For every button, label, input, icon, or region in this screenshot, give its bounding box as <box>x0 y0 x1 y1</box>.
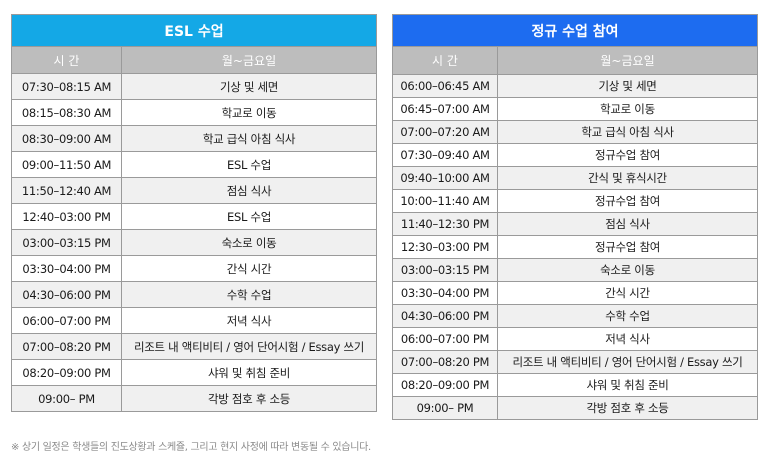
regular-table-row: 07:00–07:20 AM 학교 급식 아침 식사 <box>392 120 758 144</box>
esl-column-header-row: 시 간 월~금요일 <box>11 46 378 74</box>
esl-activity-cell: 리조트 내 액티비티 / 영어 단어시험 / Essay 쓰기 <box>120 333 378 360</box>
regular-activity-cell: 학교로 이동 <box>497 97 758 121</box>
esl-time-cell: 08:30–09:00 AM <box>11 125 122 152</box>
regular-activity-cell: 숙소로 이동 <box>497 258 758 282</box>
esl-time-cell: 04:30–06:00 PM <box>11 281 122 308</box>
regular-table-row: 12:30–03:00 PM 정규수업 참여 <box>392 235 758 259</box>
esl-time-cell: 12:40–03:00 PM <box>11 203 122 230</box>
esl-activity-cell: 학교 급식 아침 식사 <box>120 125 378 152</box>
regular-time-cell: 08:20–09:00 PM <box>392 373 498 397</box>
esl-time-cell: 08:20–09:00 PM <box>11 359 122 386</box>
esl-table-row: 07:30–08:15 AM 기상 및 세면 <box>11 73 378 100</box>
regular-activity-cell: 정규수업 참여 <box>497 235 758 259</box>
esl-time-cell: 07:00–08:20 PM <box>11 333 122 360</box>
esl-table-row: 09:00– PM 각방 점호 후 소등 <box>11 385 378 412</box>
esl-time-cell: 09:00– PM <box>11 385 122 412</box>
esl-table-title: ESL 수업 <box>10 14 378 47</box>
esl-activity-cell: 각방 점호 후 소등 <box>120 385 378 412</box>
regular-activity-cell: 간식 및 휴식시간 <box>497 166 758 190</box>
regular-table-row: 03:30–04:00 PM 간식 시간 <box>392 281 758 305</box>
regular-time-cell: 06:45–07:00 AM <box>392 97 498 121</box>
schedule-footnote: ※ 상기 일정은 학생들의 진도상황과 스케쥴, 그리고 현지 사정에 따라 변… <box>11 442 371 453</box>
regular-table-body: 정규 수업 참여 시 간 월~금요일 06:00–06:45 AM 기상 및 세면… <box>392 14 758 420</box>
esl-table-row: 08:20–09:00 PM 샤워 및 취침 준비 <box>11 359 378 386</box>
regular-time-cell: 04:30–06:00 PM <box>392 304 498 328</box>
esl-time-cell: 03:00–03:15 PM <box>11 229 122 256</box>
regular-time-cell: 09:00– PM <box>392 396 498 420</box>
regular-activity-cell: 점심 식사 <box>497 212 758 236</box>
regular-activity-cell: 수학 수업 <box>497 304 758 328</box>
esl-activity-cell: 숙소로 이동 <box>120 229 378 256</box>
regular-time-cell: 03:30–04:00 PM <box>392 281 498 305</box>
regular-time-cell: 10:00–11:40 AM <box>392 189 498 213</box>
regular-activity-cell: 샤워 및 취침 준비 <box>497 373 758 397</box>
regular-time-cell: 07:00–08:20 PM <box>392 350 498 374</box>
regular-table-row: 06:45–07:00 AM 학교로 이동 <box>392 97 758 121</box>
esl-table-row: 12:40–03:00 PM ESL 수업 <box>11 203 378 230</box>
esl-time-cell: 09:00–11:50 AM <box>11 151 122 178</box>
regular-time-cell: 06:00–06:45 AM <box>392 74 498 98</box>
regular-table-row: 09:00– PM 각방 점호 후 소등 <box>392 396 758 420</box>
regular-table-row: 07:30–09:40 AM 정규수업 참여 <box>392 143 758 167</box>
regular-table-row: 08:20–09:00 PM 샤워 및 취침 준비 <box>392 373 758 397</box>
regular-time-cell: 07:30–09:40 AM <box>392 143 498 167</box>
esl-table-body: ESL 수업 시 간 월~금요일 07:30–08:15 AM 기상 및 세면 08… <box>10 14 378 412</box>
regular-table-row: 10:00–11:40 AM 정규수업 참여 <box>392 189 758 213</box>
esl-table-row: 04:30–06:00 PM 수학 수업 <box>11 281 378 308</box>
regular-activity-cell: 리조트 내 액티비티 / 영어 단어시험 / Essay 쓰기 <box>497 350 758 374</box>
esl-table-row: 03:00–03:15 PM 숙소로 이동 <box>11 229 378 256</box>
esl-table-row: 09:00–11:50 AM ESL 수업 <box>11 151 378 178</box>
esl-time-cell: 06:00–07:00 PM <box>11 307 122 334</box>
esl-table-row: 06:00–07:00 PM 저녁 식사 <box>11 307 378 334</box>
esl-activity-cell: 점심 식사 <box>120 177 378 204</box>
regular-activity-cell: 학교 급식 아침 식사 <box>497 120 758 144</box>
esl-time-cell: 07:30–08:15 AM <box>11 73 122 100</box>
regular-col-days-header: 월~금요일 <box>497 46 758 75</box>
esl-table-row: 08:30–09:00 AM 학교 급식 아침 식사 <box>11 125 378 152</box>
regular-time-cell: 12:30–03:00 PM <box>392 235 498 259</box>
regular-table-row: 11:40–12:30 PM 점심 식사 <box>392 212 758 236</box>
esl-activity-cell: 학교로 이동 <box>120 99 378 126</box>
esl-schedule-table: ESL 수업 시 간 월~금요일 07:30–08:15 AM 기상 및 세면 08… <box>10 14 378 412</box>
regular-schedule-table: 정규 수업 참여 시 간 월~금요일 06:00–06:45 AM 기상 및 세면… <box>392 14 758 420</box>
regular-table-row: 06:00–07:00 PM 저녁 식사 <box>392 327 758 351</box>
regular-activity-cell: 기상 및 세면 <box>497 74 758 98</box>
regular-table-title: 정규 수업 참여 <box>392 14 758 47</box>
esl-activity-cell: 저녁 식사 <box>120 307 378 334</box>
esl-activity-cell: 기상 및 세면 <box>120 73 378 100</box>
regular-table-row: 04:30–06:00 PM 수학 수업 <box>392 304 758 328</box>
esl-time-cell: 11:50–12:40 AM <box>11 177 122 204</box>
regular-activity-cell: 정규수업 참여 <box>497 143 758 167</box>
regular-table-row: 09:40–10:00 AM 간식 및 휴식시간 <box>392 166 758 190</box>
regular-time-cell: 03:00–03:15 PM <box>392 258 498 282</box>
esl-col-days-header: 월~금요일 <box>120 46 378 74</box>
regular-time-cell: 11:40–12:30 PM <box>392 212 498 236</box>
esl-col-time-header: 시 간 <box>11 46 122 74</box>
regular-time-cell: 09:40–10:00 AM <box>392 166 498 190</box>
regular-activity-cell: 각방 점호 후 소등 <box>497 396 758 420</box>
esl-activity-cell: ESL 수업 <box>120 151 378 178</box>
regular-time-cell: 06:00–07:00 PM <box>392 327 498 351</box>
regular-time-cell: 07:00–07:20 AM <box>392 120 498 144</box>
regular-activity-cell: 저녁 식사 <box>497 327 758 351</box>
regular-activity-cell: 정규수업 참여 <box>497 189 758 213</box>
esl-activity-cell: ESL 수업 <box>120 203 378 230</box>
esl-time-cell: 08:15–08:30 AM <box>11 99 122 126</box>
esl-activity-cell: 수학 수업 <box>120 281 378 308</box>
regular-col-time-header: 시 간 <box>392 46 498 75</box>
regular-table-row: 07:00–08:20 PM 리조트 내 액티비티 / 영어 단어시험 / Ess… <box>392 350 758 374</box>
esl-activity-cell: 간식 시간 <box>120 255 378 282</box>
regular-activity-cell: 간식 시간 <box>497 281 758 305</box>
regular-table-row: 06:00–06:45 AM 기상 및 세면 <box>392 74 758 98</box>
regular-table-row: 03:00–03:15 PM 숙소로 이동 <box>392 258 758 282</box>
regular-column-header-row: 시 간 월~금요일 <box>392 46 758 75</box>
esl-time-cell: 03:30–04:00 PM <box>11 255 122 282</box>
esl-activity-cell: 샤워 및 취침 준비 <box>120 359 378 386</box>
esl-table-row: 03:30–04:00 PM 간식 시간 <box>11 255 378 282</box>
esl-table-row: 07:00–08:20 PM 리조트 내 액티비티 / 영어 단어시험 / Ess… <box>11 333 378 360</box>
esl-table-row: 08:15–08:30 AM 학교로 이동 <box>11 99 378 126</box>
esl-table-row: 11:50–12:40 AM 점심 식사 <box>11 177 378 204</box>
